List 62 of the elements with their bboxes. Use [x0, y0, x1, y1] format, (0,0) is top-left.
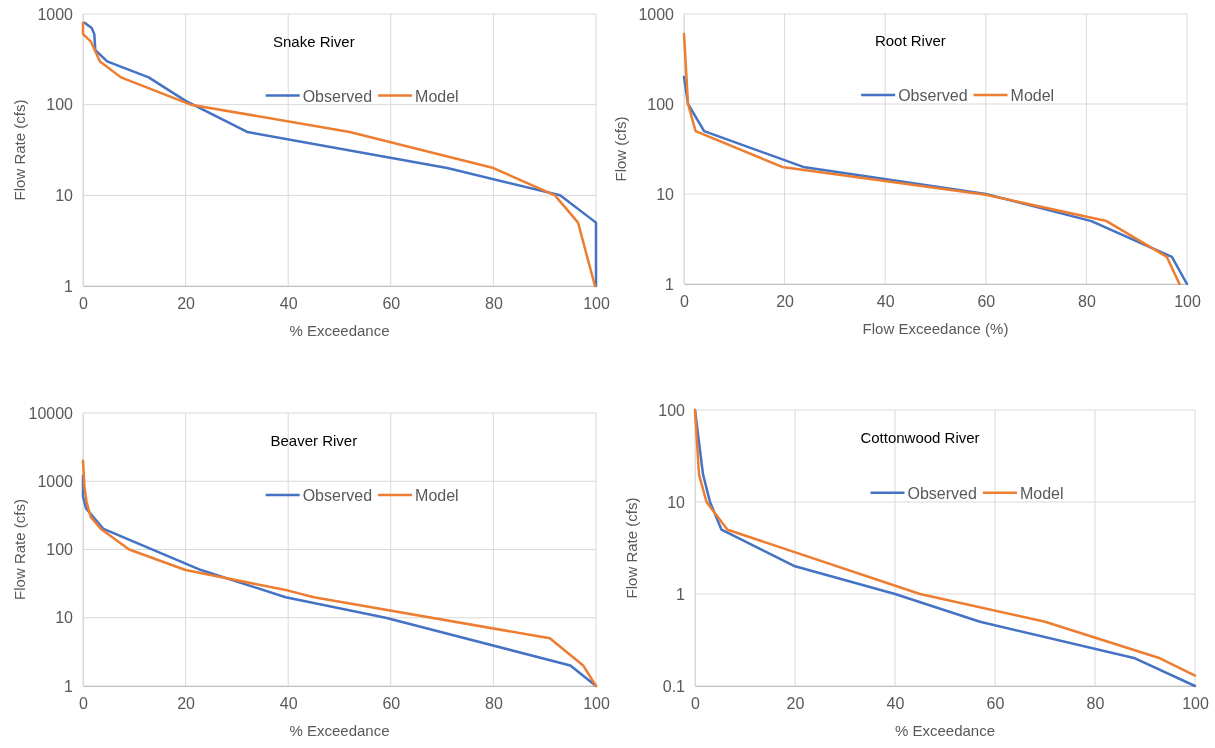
- y-tick-label: 100: [46, 96, 74, 114]
- x-tick-label: 20: [177, 695, 196, 713]
- y-axis-title: Flow (cfs): [612, 116, 629, 182]
- x-tick-label: 0: [691, 695, 701, 713]
- x-tick-label: 20: [177, 295, 196, 313]
- text: Root River: [874, 32, 946, 50]
- y-tick-label: 1000: [37, 472, 74, 490]
- y-tick-label: 100: [647, 95, 675, 113]
- x-axis-title: Flow Exceedance (%): [862, 320, 1009, 337]
- x-tick-label: 60: [382, 295, 401, 313]
- y-tick-label: 1000: [37, 5, 74, 23]
- y-axis-title: Flow Rate (cfs): [11, 499, 28, 600]
- x-tick-label: 0: [79, 295, 89, 313]
- x-tick-label: 100: [583, 695, 610, 713]
- y-axis-title: Flow Rate (cfs): [623, 497, 640, 599]
- x-tick-label: 40: [279, 295, 298, 313]
- x-tick-label: 0: [680, 293, 690, 311]
- x-tick-label: 0: [79, 695, 89, 713]
- legend-label: Observed: [898, 87, 968, 104]
- x-tick-label: 80: [485, 295, 503, 313]
- x-tick-label: 60: [986, 695, 1005, 713]
- legend-label: Model: [415, 486, 459, 504]
- x-tick-label: 20: [786, 695, 805, 713]
- y-tick-label: 100: [46, 541, 74, 559]
- text: Snake River: [273, 32, 355, 50]
- x-tick-label: 40: [876, 293, 895, 311]
- legend-label: Model: [1010, 87, 1055, 104]
- legend-label: Model: [1019, 484, 1064, 502]
- legend-label: Observed: [302, 486, 373, 504]
- y-tick-label: 1: [64, 677, 74, 695]
- line-series: [682, 32, 1181, 286]
- x-tick-label: 100: [1182, 695, 1209, 713]
- y-tick-label: 1: [665, 275, 675, 293]
- x-tick-label: 60: [977, 293, 996, 311]
- x-axis-title: % Exceedance: [289, 322, 390, 339]
- y-tick-label: 10: [656, 185, 675, 203]
- x-tick-label: 100: [583, 295, 610, 313]
- legend-label: Observed: [302, 87, 373, 105]
- y-tick-label: 10000: [28, 404, 74, 422]
- y-tick-label: 1: [64, 277, 74, 295]
- y-tick-label: 10: [55, 186, 74, 204]
- y-tick-label: 10: [55, 609, 74, 627]
- x-tick-label: 100: [1174, 293, 1201, 311]
- y-tick-label: 10: [667, 493, 686, 511]
- x-tick-label: 60: [382, 695, 401, 713]
- y-tick-label: 0.1: [662, 677, 686, 695]
- x-tick-label: 80: [1078, 293, 1096, 311]
- y-axis-title: Flow Rate (cfs): [11, 99, 28, 201]
- y-tick-label: 1000: [638, 5, 675, 23]
- x-tick-label: 80: [1086, 695, 1105, 713]
- text: Cottonwood River: [860, 429, 980, 447]
- legend-label: Model: [415, 87, 459, 105]
- y-tick-label: 100: [658, 401, 686, 419]
- x-tick-label: 40: [279, 695, 298, 713]
- x-tick-label: 20: [776, 293, 795, 311]
- x-axis-title: % Exceedance: [894, 722, 996, 739]
- x-axis-title: % Exceedance: [289, 722, 390, 739]
- text: Beaver River: [270, 431, 358, 449]
- y-tick-label: 1: [676, 585, 686, 603]
- x-tick-label: 40: [886, 695, 905, 713]
- x-tick-label: 80: [485, 695, 503, 713]
- legend-label: Observed: [907, 484, 977, 502]
